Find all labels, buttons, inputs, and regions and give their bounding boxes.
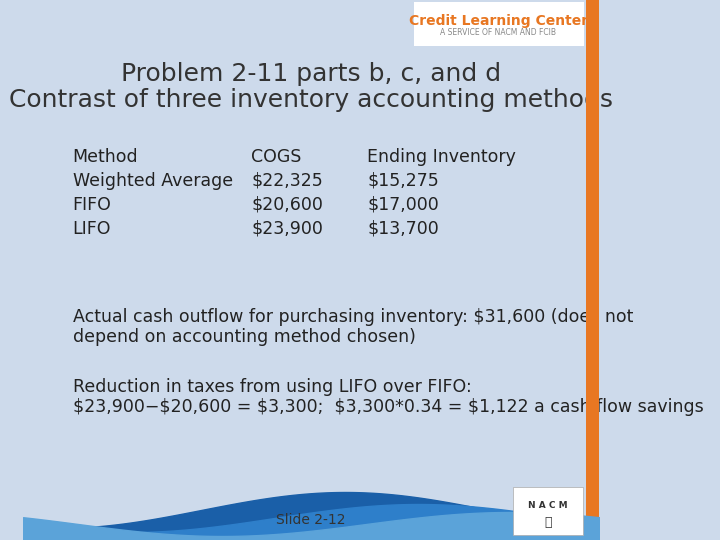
Text: $23,900−$20,600 = $3,300;  $3,300*0.34 = $1,122 a cash flow savings: $23,900−$20,600 = $3,300; $3,300*0.34 = …	[73, 398, 703, 416]
Text: Ⓡ: Ⓡ	[544, 516, 552, 529]
Text: A SERVICE OF NACM AND FCIB: A SERVICE OF NACM AND FCIB	[441, 28, 557, 37]
Text: Reduction in taxes from using LIFO over FIFO:: Reduction in taxes from using LIFO over …	[73, 378, 472, 396]
Text: Ending Inventory: Ending Inventory	[367, 148, 516, 166]
Text: Method: Method	[73, 148, 138, 166]
Text: Actual cash outflow for purchasing inventory: $31,600 (does not: Actual cash outflow for purchasing inven…	[73, 308, 633, 326]
Text: $23,900: $23,900	[251, 220, 323, 238]
Text: N A C M: N A C M	[528, 501, 568, 510]
Text: Weighted Average: Weighted Average	[73, 172, 233, 190]
Text: LIFO: LIFO	[73, 220, 111, 238]
Text: Slide 2-12: Slide 2-12	[276, 513, 346, 527]
Bar	[413, 2, 584, 46]
Text: Credit Learning Center: Credit Learning Center	[409, 14, 588, 28]
Text: COGS: COGS	[251, 148, 302, 166]
Text: $22,325: $22,325	[251, 172, 323, 190]
Text: Contrast of three inventory accounting methods: Contrast of three inventory accounting m…	[9, 88, 613, 112]
Text: depend on accounting method chosen): depend on accounting method chosen)	[73, 328, 415, 346]
Text: $13,700: $13,700	[367, 220, 439, 238]
Text: FIFO: FIFO	[73, 196, 112, 214]
Bar	[585, 0, 599, 540]
Text: $20,600: $20,600	[251, 196, 323, 214]
Bar	[513, 487, 583, 535]
Text: Problem 2-11 parts b, c, and d: Problem 2-11 parts b, c, and d	[121, 62, 501, 86]
Text: $15,275: $15,275	[367, 172, 439, 190]
Text: $17,000: $17,000	[367, 196, 439, 214]
